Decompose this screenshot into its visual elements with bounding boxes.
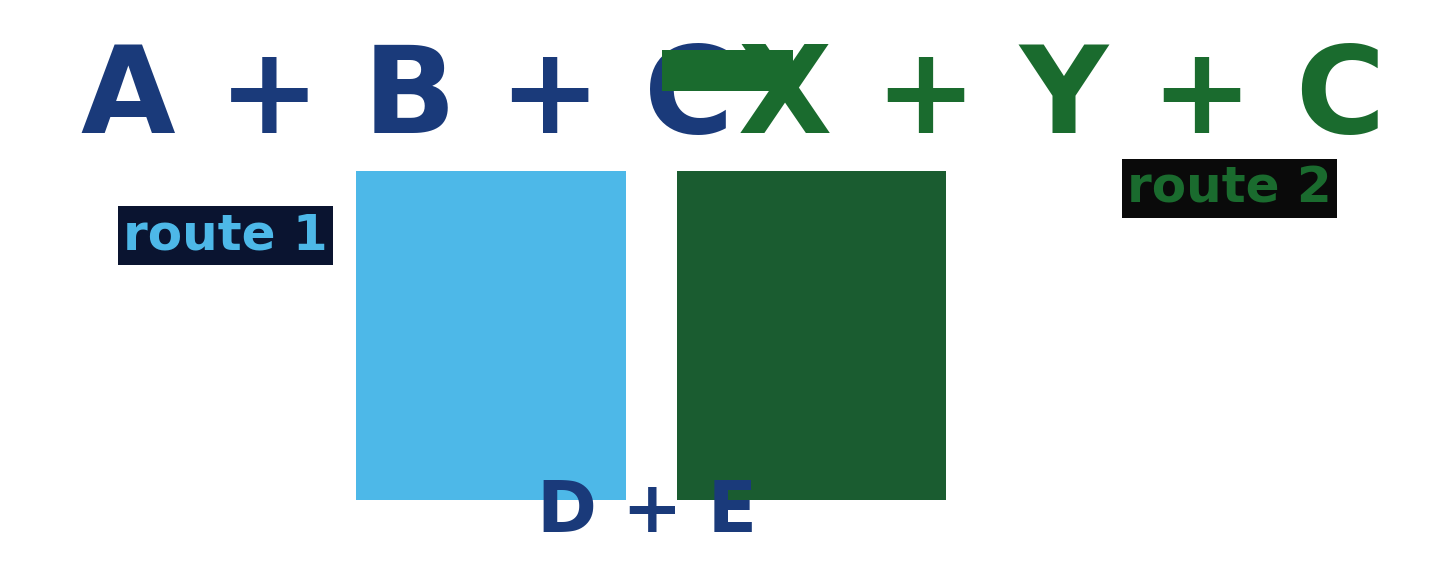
Bar [356,171,626,500]
Bar [662,50,793,91]
Text: X + Y + C: X + Y + C [738,41,1387,158]
Text: route 1: route 1 [124,211,327,259]
Text: route 2: route 2 [1128,164,1331,212]
Bar [677,171,946,500]
Text: A + B + C: A + B + C [81,41,733,158]
Text: D + E: D + E [537,478,758,547]
